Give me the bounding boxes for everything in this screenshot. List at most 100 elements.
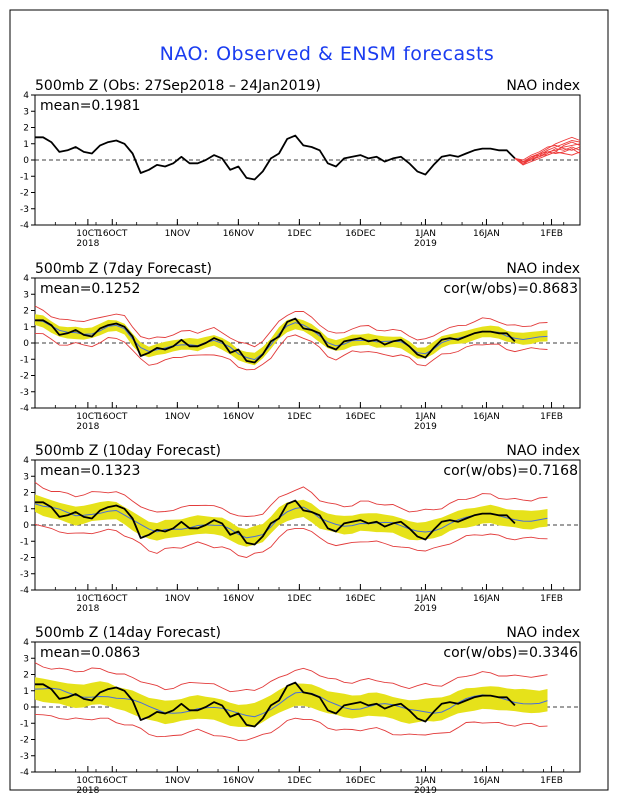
- x-tick-label: 1FEB: [540, 412, 563, 422]
- x-tick-label: 10CT: [76, 776, 100, 786]
- x-tick-label: 16DEC: [345, 229, 375, 239]
- panel-right-label: NAO index: [506, 261, 580, 277]
- x-tick-label: 16JAN: [473, 594, 500, 604]
- x-tick-label: 1JAN: [415, 776, 436, 786]
- x-tick-label: 1FEB: [540, 229, 563, 239]
- x-tick-label: 16OCT: [97, 594, 128, 604]
- panel-right-label: NAO index: [506, 443, 580, 459]
- y-tick-label: -4: [20, 221, 29, 231]
- observed-nao-line: [35, 134, 516, 181]
- forecast-member-line: [514, 151, 581, 166]
- x-tick-label: 16JAN: [473, 412, 500, 422]
- y-tick-label: 2: [23, 489, 29, 499]
- plot-frame: [34, 94, 581, 226]
- forecast-member-line: [514, 148, 581, 163]
- y-tick-label: 0: [23, 156, 29, 166]
- y-tick-label: 2: [23, 307, 29, 317]
- y-tick-label: 4: [23, 274, 29, 284]
- y-tick-label: 4: [23, 638, 29, 648]
- x-tick-label: 10CT: [76, 594, 100, 604]
- x-tick-label: 16NOV: [223, 594, 255, 604]
- y-tick-label: 2: [23, 124, 29, 134]
- y-tick-label: 1: [23, 505, 29, 515]
- y-tick-label: 0: [23, 339, 29, 349]
- x-tick-label: 1DEC: [287, 229, 312, 239]
- y-tick-label: -2: [20, 372, 29, 382]
- x-tick-label: 16OCT: [97, 412, 128, 422]
- x-tick-label: 10CT: [76, 229, 100, 239]
- y-tick-label: -1: [20, 537, 29, 547]
- observed-nao-line: [35, 681, 516, 728]
- x-tick-label: 1NOV: [165, 412, 191, 422]
- y-tick-label: 3: [23, 290, 29, 300]
- x-tick-label: 1JAN: [415, 412, 436, 422]
- x-tick-label: 1NOV: [165, 229, 191, 239]
- y-tick-label: -2: [20, 189, 29, 199]
- mean-label: mean=0.1323: [40, 463, 140, 479]
- x-tick-year-label: 2019: [414, 786, 437, 796]
- y-tick-label: -3: [20, 570, 29, 580]
- x-tick-label: 1DEC: [287, 594, 312, 604]
- ensemble-spread-band: [35, 314, 548, 366]
- x-tick-year-label: 2018: [76, 604, 99, 614]
- y-tick-label: -4: [20, 586, 29, 596]
- forecast-member-line: [514, 136, 581, 164]
- y-tick-label: -3: [20, 205, 29, 215]
- y-tick-label: -2: [20, 736, 29, 746]
- x-tick-year-label: 2018: [76, 239, 99, 249]
- ensemble-min-line: [34, 332, 548, 371]
- y-tick-label: 2: [23, 671, 29, 681]
- panel-title: 500mb Z (14day Forecast): [35, 625, 221, 641]
- x-tick-label: 1NOV: [165, 776, 191, 786]
- y-tick-label: 1: [23, 687, 29, 697]
- y-tick-label: 0: [23, 521, 29, 531]
- x-tick-label: 1FEB: [540, 594, 563, 604]
- y-tick-label: -1: [20, 719, 29, 729]
- y-tick-label: -4: [20, 768, 29, 778]
- ensemble-mean-line: [34, 503, 548, 539]
- x-tick-label: 16DEC: [345, 776, 375, 786]
- x-tick-label: 16JAN: [473, 776, 500, 786]
- x-tick-label: 16NOV: [223, 412, 255, 422]
- x-tick-label: 16NOV: [223, 776, 255, 786]
- y-tick-label: 0: [23, 703, 29, 713]
- mean-label: mean=0.1981: [40, 98, 140, 114]
- figure-title: NAO: Observed & ENSM forecasts: [160, 43, 495, 65]
- y-tick-label: 4: [23, 456, 29, 466]
- x-tick-year-label: 2019: [414, 422, 437, 432]
- correlation-label: cor(w/obs)=0.7168: [443, 463, 578, 479]
- x-tick-label: 10CT: [76, 412, 100, 422]
- observed-nao-line: [35, 499, 516, 546]
- x-tick-label: 1NOV: [165, 594, 191, 604]
- y-tick-label: 3: [23, 472, 29, 482]
- x-tick-year-label: 2019: [414, 604, 437, 614]
- correlation-label: cor(w/obs)=0.3346: [443, 645, 578, 661]
- y-tick-label: -3: [20, 752, 29, 762]
- panel-title: 500mb Z (Obs: 27Sep2018 – 24Jan2019): [35, 78, 321, 94]
- x-tick-label: 1JAN: [415, 229, 436, 239]
- x-tick-year-label: 2018: [76, 786, 99, 796]
- y-tick-label: 3: [23, 107, 29, 117]
- x-tick-label: 1DEC: [287, 776, 312, 786]
- panel-right-label: NAO index: [506, 78, 580, 94]
- x-tick-label: 16NOV: [223, 229, 255, 239]
- x-tick-label: 16DEC: [345, 594, 375, 604]
- ensemble-spread-band: [35, 677, 548, 727]
- y-tick-label: 1: [23, 323, 29, 333]
- x-tick-label: 16OCT: [97, 776, 128, 786]
- ensemble-min-line: [34, 713, 548, 741]
- panel-right-label: NAO index: [506, 625, 580, 641]
- panel-title: 500mb Z (7day Forecast): [35, 261, 212, 277]
- y-tick-label: -1: [20, 355, 29, 365]
- y-tick-label: -1: [20, 172, 29, 182]
- x-tick-year-label: 2019: [414, 239, 437, 249]
- correlation-label: cor(w/obs)=0.8683: [443, 281, 578, 297]
- ensemble-mean-line: [34, 687, 548, 718]
- y-tick-label: -3: [20, 388, 29, 398]
